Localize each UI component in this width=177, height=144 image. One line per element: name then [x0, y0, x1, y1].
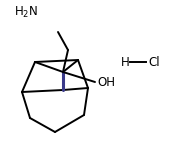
Text: Cl: Cl	[148, 55, 160, 69]
Text: H: H	[121, 55, 130, 69]
Text: H$_2$N: H$_2$N	[14, 4, 38, 20]
Text: OH: OH	[97, 76, 115, 90]
